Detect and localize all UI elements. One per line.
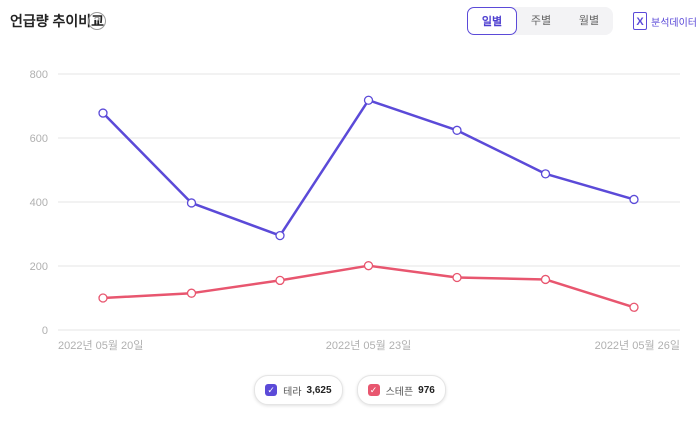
y-tick-label: 200 bbox=[30, 261, 48, 273]
data-point bbox=[452, 272, 462, 283]
data-point bbox=[629, 302, 639, 312]
tab-monthly[interactable]: 월별 bbox=[578, 15, 600, 27]
series-line-tera bbox=[102, 98, 635, 237]
series-line-stepn bbox=[102, 264, 635, 309]
line-chart: 0 200 400 600 800 2022년 05월 20일 2022년 05월 23일 2… bbox=[30, 69, 680, 352]
data-point bbox=[98, 293, 108, 303]
help-icon[interactable]: ? bbox=[88, 12, 106, 30]
chart-header: 언급량 추이비교 ? 일별 주별 월별 X 분석데이터 bbox=[0, 0, 700, 44]
data-point bbox=[363, 95, 374, 105]
export-data-button[interactable]: X 분석데이터 bbox=[633, 11, 697, 31]
chart-title: 언급량 추이비교 bbox=[10, 13, 105, 29]
x-tick-label: 2022년 05월 23일 bbox=[326, 338, 411, 352]
y-tick-label: 800 bbox=[30, 69, 48, 81]
chart-legend: ✓ 테라 3,625 ✓ 스테픈 976 bbox=[0, 375, 700, 405]
checkbox-checked-icon: ✓ bbox=[367, 384, 380, 396]
period-toggle: 일별 주별 월별 bbox=[467, 7, 613, 35]
tab-daily[interactable]: 일별 bbox=[467, 7, 517, 35]
legend-series-total: 976 bbox=[418, 384, 435, 396]
x-tick-label: 2022년 05월 20일 bbox=[58, 338, 143, 352]
data-point bbox=[186, 288, 197, 298]
legend-item-tera[interactable]: ✓ 테라 3,625 bbox=[254, 375, 343, 405]
x-tick-label: 2022년 05월 26일 bbox=[595, 338, 680, 352]
legend-series-total: 3,625 bbox=[306, 384, 332, 396]
data-point bbox=[452, 125, 462, 135]
export-label: 분석데이터 bbox=[651, 17, 697, 29]
legend-series-name: 테라 bbox=[283, 386, 302, 398]
y-tick-label: 400 bbox=[30, 197, 48, 209]
excel-icon: X bbox=[633, 12, 647, 30]
legend-item-stepn[interactable]: ✓ 스테픈 976 bbox=[356, 375, 446, 405]
data-point bbox=[186, 198, 197, 208]
data-point bbox=[629, 194, 639, 205]
data-point bbox=[275, 275, 285, 286]
data-point bbox=[98, 108, 108, 118]
legend-series-name: 스테픈 bbox=[385, 386, 414, 398]
data-point bbox=[540, 274, 551, 285]
y-tick-label: 600 bbox=[30, 133, 48, 145]
data-point bbox=[540, 169, 551, 179]
y-tick-label: 0 bbox=[42, 325, 48, 337]
tab-weekly[interactable]: 주별 bbox=[530, 15, 552, 27]
checkbox-checked-icon: ✓ bbox=[265, 384, 278, 396]
data-point bbox=[275, 230, 285, 241]
data-point bbox=[363, 261, 374, 271]
